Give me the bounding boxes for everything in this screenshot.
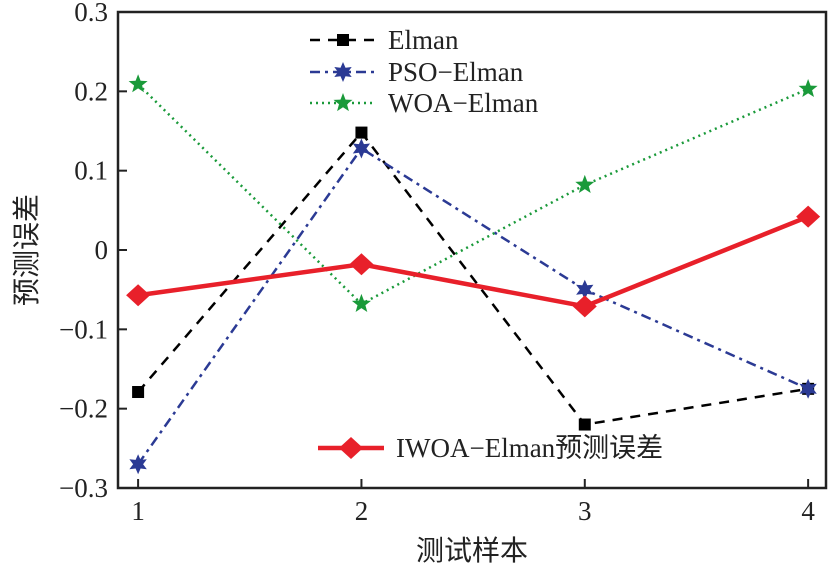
y-tick-label: 0.1 (74, 156, 108, 186)
x-tick-label: 4 (801, 496, 815, 526)
data-point (349, 253, 374, 276)
legend-label: WOA−Elman (388, 88, 539, 118)
data-point (352, 138, 371, 159)
y-tick-label: 0 (95, 235, 109, 265)
series-line (137, 83, 809, 306)
legend-label: Elman (388, 25, 459, 55)
legend-marker (334, 62, 352, 82)
data-point (126, 284, 151, 307)
data-point (576, 279, 594, 300)
data-point (575, 174, 595, 193)
legend-marker (333, 93, 353, 112)
data-point (128, 74, 148, 93)
data-point (798, 79, 818, 97)
data-point (132, 386, 145, 399)
legend-marker (339, 437, 363, 459)
legend-marker (337, 34, 349, 46)
series-group (126, 74, 821, 475)
data-point (351, 293, 371, 312)
x-tick-label: 1 (131, 496, 145, 526)
x-tick-label: 2 (355, 496, 369, 526)
x-tick-label: 3 (578, 496, 592, 526)
data-point (796, 205, 821, 228)
y-tick-label: −0.3 (59, 473, 108, 503)
axes: 0.3 0.2 0.1 0 −0.1 −0.2 −0.3 1 2 3 4 (59, 0, 828, 526)
series-2 (128, 74, 818, 312)
series-line (137, 146, 809, 465)
x-axis-label: 测试样本 (416, 535, 528, 567)
data-point (355, 126, 368, 139)
y-tick-label: −0.1 (59, 314, 108, 344)
legend-label: IWOA−Elman预测误差 (396, 433, 663, 463)
data-point (572, 295, 597, 318)
data-point (578, 418, 591, 431)
data-point (129, 454, 147, 475)
series-line (137, 130, 809, 426)
y-tick-label: −0.2 (59, 394, 108, 424)
series-1 (129, 138, 817, 475)
y-tick-label: 0.3 (74, 0, 108, 27)
y-axis-label: 预测误差 (11, 194, 43, 306)
series-line (137, 214, 809, 309)
legend-label: PSO−Elman (388, 57, 524, 87)
series-0 (132, 126, 815, 431)
y-tick-label: 0.2 (74, 76, 108, 106)
data-point (799, 378, 817, 399)
series-3 (126, 205, 821, 318)
